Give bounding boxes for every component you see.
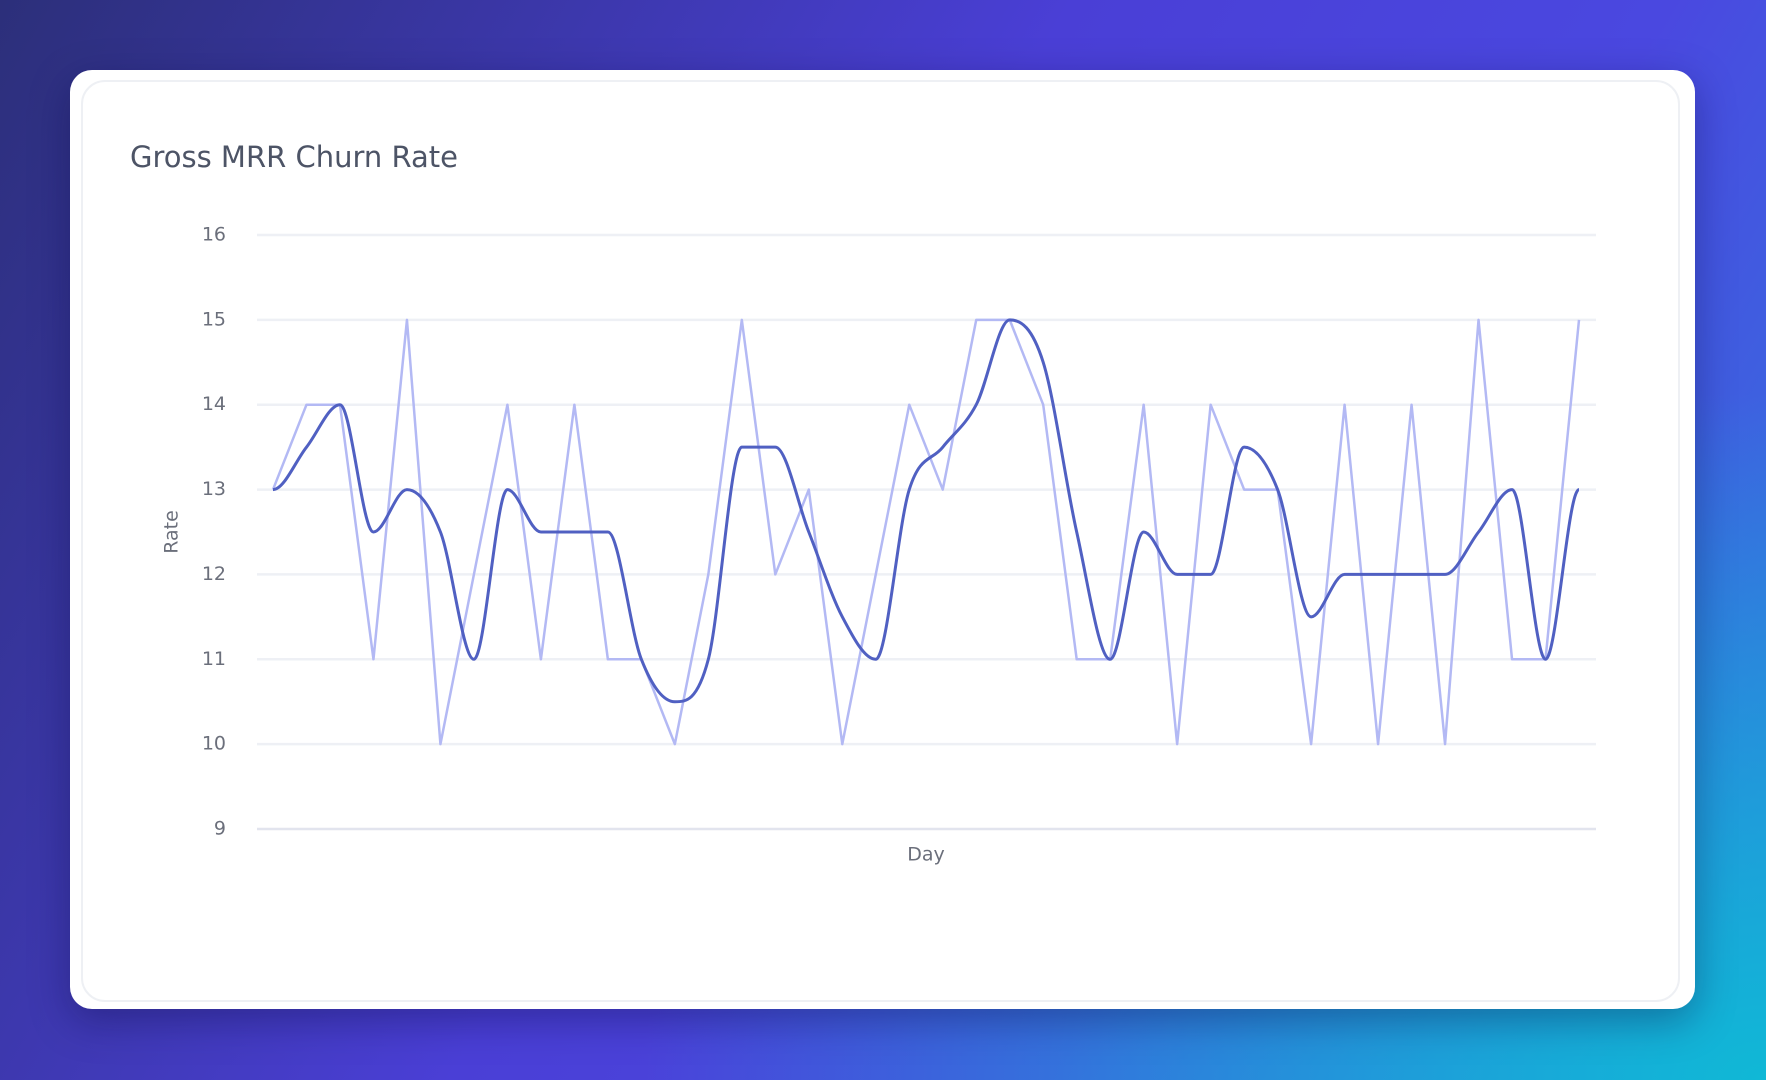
y-tick-label: 11 [202,648,226,670]
chart-title: Gross MRR Churn Rate [130,140,458,174]
y-tick-label: 13 [202,478,226,500]
y-tick-label: 15 [202,308,226,330]
card-border [81,80,1680,1002]
series-line [271,318,1581,746]
y-axis-label: Rate [161,510,183,554]
y-tick-label: 10 [202,733,226,755]
y-tick-label: 16 [202,224,226,246]
y-tick-label: 9 [214,818,226,840]
y-tick-label: 12 [202,563,226,585]
y-tick-label: 14 [202,393,226,415]
series-line [272,318,1581,704]
x-axis-label: Day [907,844,945,866]
